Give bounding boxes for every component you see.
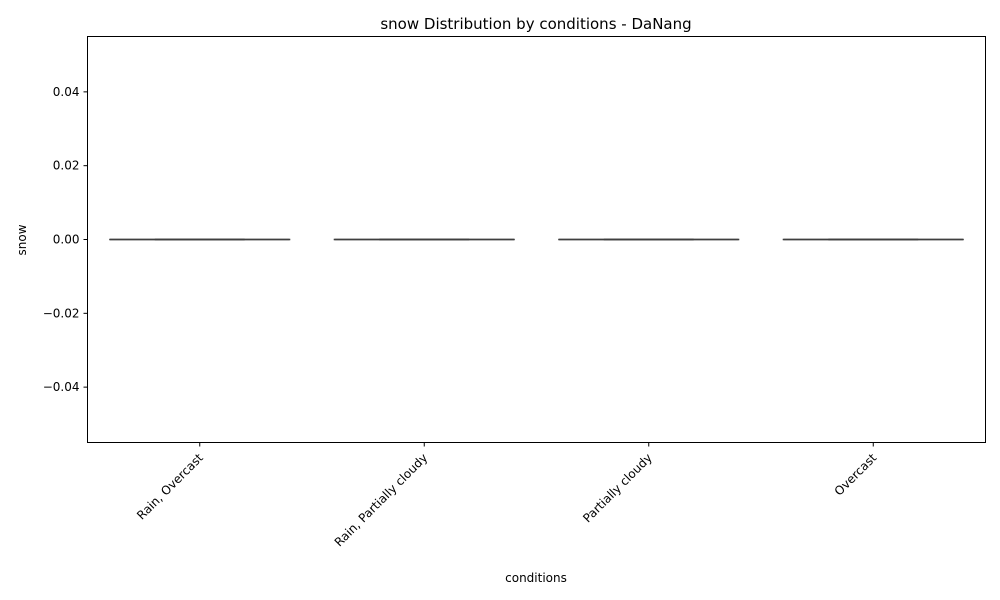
y-axis: −0.04 −0.02 0.00 0.02 0.04 bbox=[43, 85, 88, 394]
x-tick-label: Rain, Overcast bbox=[134, 451, 206, 523]
y-tick-label: 0.02 bbox=[53, 159, 80, 173]
x-tick-label: Rain, Partially cloudy bbox=[332, 451, 431, 550]
y-tick-label: 0.04 bbox=[53, 85, 80, 99]
y-tick-label: 0.00 bbox=[53, 233, 80, 247]
y-tick-label: −0.04 bbox=[43, 380, 80, 394]
y-tick-label: −0.02 bbox=[43, 306, 80, 320]
chart-title: snow Distribution by conditions - DaNang bbox=[380, 15, 691, 33]
x-tick-label: Overcast bbox=[832, 451, 880, 499]
x-axis-label: conditions bbox=[505, 571, 567, 585]
x-axis: Rain, Overcast Rain, Partially cloudy Part… bbox=[134, 442, 880, 550]
y-axis-label: snow bbox=[15, 224, 29, 255]
x-tick-label: Partially cloudy bbox=[580, 451, 655, 526]
